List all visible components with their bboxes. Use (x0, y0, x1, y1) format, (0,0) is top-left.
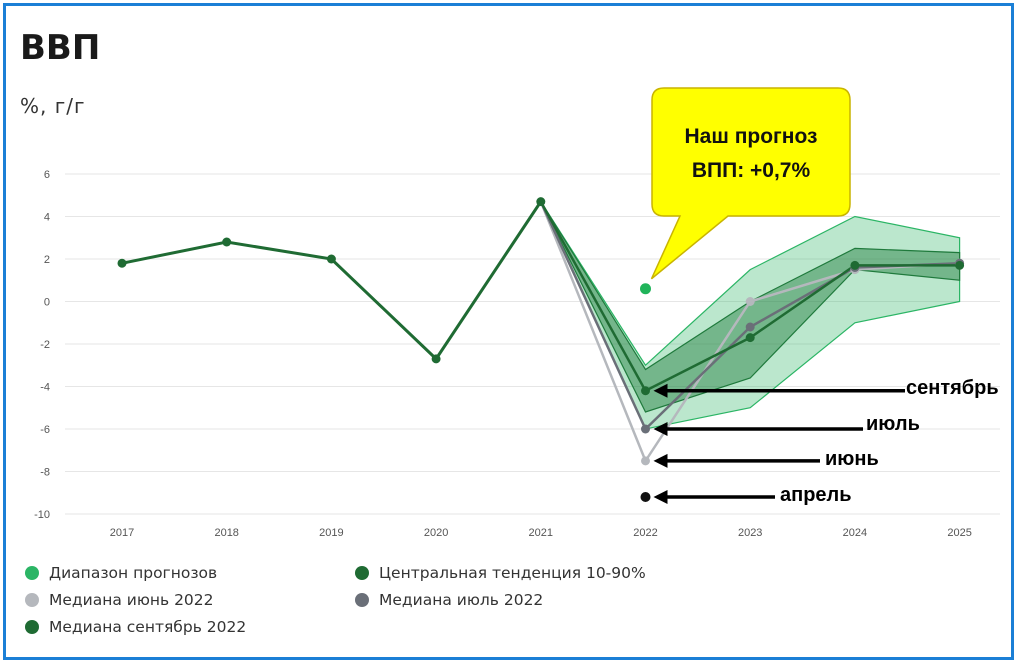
legend-central-label: Центральная тенденция 10-90% (379, 564, 646, 582)
arrow-label-july: июль (866, 413, 920, 435)
y-tick-labels: 6 4 2 0 -2 -4 -6 -8 -10 (34, 169, 50, 521)
arrow-april-head (653, 490, 668, 504)
y-tick-label: 0 (44, 297, 50, 309)
legend-june-label: Медиана июнь 2022 (49, 591, 214, 609)
arrow-label-april: апрель (780, 484, 852, 506)
grid-lines (65, 173, 1000, 515)
legend-central-dot (355, 566, 369, 580)
history-line (121, 200, 543, 362)
legend-june-dot (25, 593, 39, 607)
legend-range-label: Диапазон прогнозов (49, 564, 218, 582)
median-september-point (955, 260, 965, 270)
median-june-point (745, 297, 755, 306)
y-tick-label: 4 (44, 212, 50, 224)
legend-item-september: Медиана сентябрь 2022 (25, 618, 246, 636)
history-point (326, 254, 336, 264)
x-tick-labels: 2017 2018 2019 2020 2021 2022 2023 2024 2025 (110, 527, 972, 539)
y-tick-label: -10 (34, 509, 50, 521)
x-tick-label: 2017 (110, 527, 134, 539)
x-tick-label: 2020 (424, 527, 448, 539)
median-september-point (641, 386, 650, 396)
arrow-july-head (653, 422, 668, 436)
y-tick-label: -4 (40, 382, 50, 394)
annotation-arrows (653, 383, 905, 504)
page-title: ВВП (20, 28, 101, 68)
legend-item-central: Центральная тенденция 10-90% (355, 564, 646, 582)
legend-range-dot (25, 566, 39, 580)
callout-line-1: Наш прогноз (684, 125, 818, 148)
april-point (640, 492, 651, 502)
history-point (431, 354, 441, 364)
x-tick-label: 2024 (843, 527, 867, 539)
forecast-point (640, 283, 651, 295)
y-tick-label: 2 (44, 254, 50, 266)
legend-september-dot (25, 620, 39, 634)
x-tick-label: 2025 (947, 527, 971, 539)
unit-label: %, г/г (20, 94, 86, 118)
legend-item-range: Диапазон прогнозов (25, 564, 217, 582)
history-point (117, 258, 127, 268)
y-tick-label: -8 (40, 467, 50, 479)
data-points (117, 197, 965, 502)
x-tick-label: 2021 (529, 527, 553, 539)
y-tick-label: 6 (44, 169, 50, 181)
median-september-point (745, 333, 755, 343)
legend-item-june: Медиана июнь 2022 (25, 591, 214, 609)
median-july-point (641, 424, 650, 434)
legend-september-label: Медиана сентябрь 2022 (49, 618, 247, 636)
x-tick-label: 2022 (633, 527, 657, 539)
forecast-callout (650, 87, 851, 280)
legend-july-label: Медиана июль 2022 (379, 591, 544, 609)
y-tick-label: -2 (40, 339, 50, 351)
x-tick-label: 2018 (214, 527, 238, 539)
legend-july-dot (355, 593, 369, 607)
arrow-june-head (653, 453, 668, 468)
chart-frame (3, 3, 1014, 660)
arrow-label-june: июнь (825, 448, 879, 470)
arrow-label-september: сентябрь (906, 377, 999, 399)
legend-item-july: Медиана июль 2022 (355, 591, 543, 609)
y-tick-label: -6 (40, 424, 50, 436)
x-tick-label: 2019 (319, 527, 343, 539)
median-july-point (745, 322, 755, 332)
median-june-point (641, 456, 650, 466)
history-point (536, 197, 546, 207)
callout-line-2: ВПП: +0,7% (691, 159, 811, 182)
callout-text: Наш прогноз ВПП: +0,7% (652, 120, 850, 188)
x-tick-label: 2023 (738, 527, 762, 539)
arrow-september-head (653, 383, 668, 398)
median-september-point (850, 260, 860, 270)
history-point (222, 237, 232, 247)
